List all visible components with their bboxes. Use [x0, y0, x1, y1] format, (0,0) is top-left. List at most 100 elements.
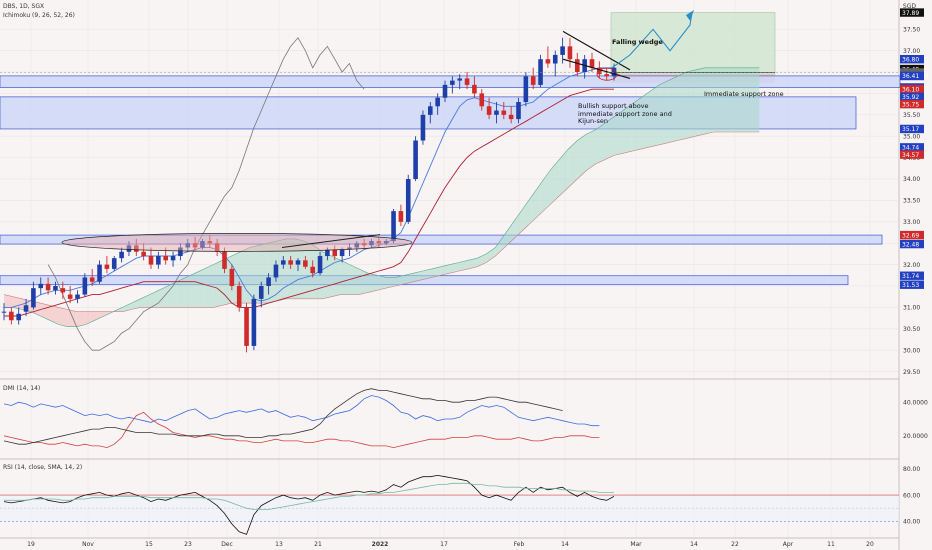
candle-body: [567, 46, 573, 60]
tenkan-sen: [4, 67, 614, 308]
cloud-segment: [377, 275, 387, 291]
cloud-segment: [659, 80, 669, 145]
candle-body: [156, 256, 161, 265]
price-badge-label: 32.48: [902, 241, 919, 248]
cloud-segment: [613, 110, 623, 156]
candle-body: [442, 84, 448, 98]
cloud-segment: [122, 303, 132, 312]
x-tick-label: Dec: [221, 541, 233, 548]
cloud-segment: [368, 273, 378, 293]
x-tick-label: 15: [145, 541, 153, 548]
cloud-segment: [468, 258, 478, 269]
cloud-segment: [522, 196, 532, 231]
candle-body: [258, 286, 264, 299]
cloud-segment: [395, 275, 405, 286]
dmi-series-1: [3, 411, 600, 449]
projection-path: [611, 12, 693, 69]
price-badge-label: 36.10: [902, 86, 919, 93]
candle-body: [16, 313, 21, 321]
candle-body: [508, 114, 514, 120]
price-badge: [900, 143, 924, 152]
bullish-support-line-1: Bullish support above: [578, 102, 649, 110]
support-zone-label: Immediate support zone: [704, 90, 784, 98]
drawings: [0, 10, 899, 252]
candle-body: [75, 294, 80, 299]
cloud-segment: [422, 268, 432, 280]
candle-body: [391, 211, 396, 242]
chikou-span: [47, 37, 365, 351]
price-badge: [900, 150, 924, 159]
cloud-segment: [577, 134, 587, 180]
x-tick-label: 23: [184, 541, 192, 548]
cloud-segment: [440, 264, 450, 276]
cloud-segment: [622, 104, 632, 154]
dmi-series-0: [3, 395, 600, 427]
bullish-support-line-3: Kijun-sen: [578, 117, 608, 125]
candle-body: [273, 264, 279, 278]
x-tick-label: 21: [314, 541, 322, 548]
senkou-span-a: [4, 67, 760, 327]
price-badge-label: 31.53: [902, 282, 919, 289]
x-tick-label: 2022: [372, 541, 389, 548]
candle-body: [604, 74, 609, 77]
cloud-segment: [240, 247, 250, 304]
rsi-tick-label: 60.00: [903, 492, 920, 499]
candle-body: [597, 67, 602, 75]
cloud-segment: [49, 305, 59, 325]
candle-body: [464, 78, 470, 85]
candle-body: [376, 241, 382, 244]
dmi-pane-label: DMI (14, 14): [3, 385, 41, 392]
ichimoku-lines: [4, 37, 614, 351]
candle-body: [141, 251, 146, 257]
candle-body: [303, 260, 308, 267]
price-badge-label: 36.80: [902, 56, 919, 63]
candle-body: [589, 59, 595, 68]
cloud-segment: [604, 116, 614, 160]
candle-body: [222, 251, 227, 269]
candle-body: [178, 247, 183, 257]
cloud-segment: [595, 123, 605, 165]
y-tick-label: 35.50: [903, 112, 920, 119]
candle-body: [288, 260, 293, 265]
bullish-support-line-2: immediate support zone and: [578, 109, 672, 118]
cloud-segment: [340, 260, 350, 295]
candle-body: [126, 245, 132, 252]
cloud-segment: [513, 208, 523, 239]
candle-body: [97, 264, 102, 282]
cloud-segment: [149, 290, 159, 308]
candle-body: [435, 97, 440, 107]
x-tick-label: Mar: [630, 541, 642, 548]
cloud-segment: [295, 238, 305, 299]
candle-body: [494, 110, 499, 115]
cloud-segment: [650, 84, 660, 147]
bullish-support-label: Bullish support above immediate support …: [578, 102, 672, 126]
y-tick-label: 30.00: [903, 347, 920, 354]
candlesticks: [1, 37, 617, 353]
candle-body: [369, 241, 374, 246]
candle-body: [1, 311, 7, 313]
candle-body: [354, 243, 360, 248]
zone-support_32: [0, 234, 883, 245]
price-badge: [900, 8, 924, 17]
price-badge-label: 34.74: [902, 145, 919, 152]
cloud-segment: [677, 72, 687, 141]
candle-body: [575, 59, 580, 73]
dmi-series-2: [3, 388, 563, 445]
price-badge-label: 31.74: [902, 273, 919, 280]
y-tick-label: 34.00: [903, 176, 920, 183]
candle-body: [192, 243, 198, 248]
cloud-segment: [459, 260, 469, 272]
cloud-segment: [449, 262, 459, 274]
cloud-segment: [331, 256, 341, 297]
candle-body: [134, 245, 139, 252]
cloud-segment: [559, 149, 569, 197]
candle-body: [501, 110, 507, 115]
candle-body: [148, 256, 154, 265]
cloud-segment: [176, 277, 186, 308]
currency-label: SGD: [902, 3, 916, 10]
candle-body: [82, 277, 88, 295]
symbol-line: DBS, 1D, SGX: [3, 3, 45, 10]
cloud-segment: [686, 69, 696, 139]
